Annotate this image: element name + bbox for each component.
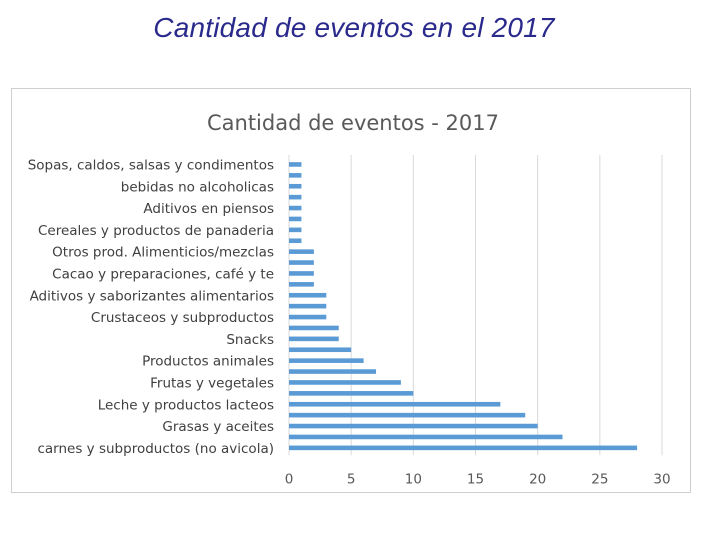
bar — [289, 434, 563, 440]
category-label: Productos animales — [142, 354, 274, 370]
bar — [289, 194, 302, 200]
bar — [289, 227, 302, 233]
bar — [289, 369, 377, 374]
bar — [289, 173, 302, 178]
bar — [289, 314, 327, 320]
category-label: Aditivos y saborizantes alimentarios — [30, 288, 274, 304]
category-label: Frutas y vegetales — [150, 375, 274, 391]
x-tick-label: 25 — [591, 471, 608, 487]
category-label: Leche y productos lacteos — [98, 397, 274, 413]
x-tick-label: 20 — [529, 471, 546, 487]
bar — [289, 401, 501, 407]
x-tick-label: 10 — [405, 471, 422, 487]
bar-chart: Sopas, caldos, salsas y condimentos bebid… — [28, 111, 671, 487]
category-label-layer: Sopas, caldos, salsas y condimentos bebid… — [28, 157, 274, 456]
category-label: carnes y subproductos (no avicola) — [37, 441, 274, 457]
category-label: Aditivos en piensos — [143, 201, 274, 217]
bar — [289, 238, 302, 244]
bar — [289, 216, 302, 222]
category-label: Crustaceos y subproductos — [91, 310, 274, 326]
bar — [289, 162, 302, 167]
category-label: Grasas y aceites — [162, 419, 274, 435]
bar — [289, 183, 302, 189]
chart-frame: Sopas, caldos, salsas y condimentos bebid… — [11, 88, 691, 493]
bar — [289, 358, 364, 363]
bar — [289, 336, 339, 342]
x-tick-label: 15 — [467, 471, 484, 487]
category-label: Otros prod. Alimenticios/mezclas — [52, 245, 274, 261]
x-tick-label: 5 — [347, 471, 356, 487]
category-label: Cereales y productos de panaderia — [38, 223, 274, 239]
bar — [289, 412, 526, 418]
bar — [289, 260, 314, 265]
category-label: bebidas no alcoholicas — [121, 179, 274, 195]
x-tick-label: 0 — [285, 471, 294, 487]
category-label: Sopas, caldos, salsas y condimentos — [28, 157, 274, 173]
bar — [289, 423, 538, 429]
bar — [289, 380, 401, 385]
bar-layer — [289, 162, 638, 451]
category-label: Snacks — [226, 332, 274, 348]
chart-title: Cantidad de eventos - 2017 — [207, 111, 499, 135]
slide-title: Cantidad de eventos en el 2017 — [153, 12, 555, 43]
bar — [289, 282, 314, 287]
x-tick-label: 30 — [653, 471, 670, 487]
bar — [289, 303, 327, 309]
grid-layer — [288, 155, 663, 456]
bar — [289, 205, 302, 211]
bar — [289, 391, 414, 396]
bar — [289, 445, 638, 451]
category-label: Cacao y preparaciones, café y te — [52, 266, 274, 282]
tick-label-layer: 0 5 10 15 20 25 30 — [285, 471, 671, 487]
bar — [289, 249, 314, 254]
bar — [289, 271, 314, 276]
bar — [289, 292, 327, 298]
bar — [289, 325, 339, 331]
bar — [289, 347, 352, 353]
